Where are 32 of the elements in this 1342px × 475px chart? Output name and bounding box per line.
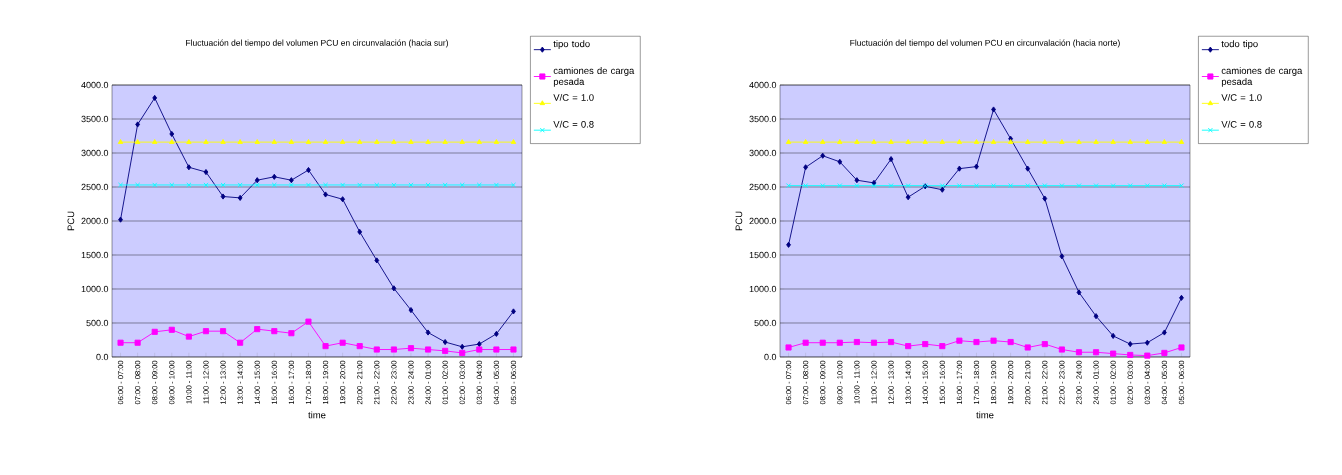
y-tick-label: 0.0: [764, 353, 777, 361]
y-tick-label: 1000.0: [749, 285, 777, 293]
y-tick-label: 2000.0: [749, 217, 777, 225]
y-tick-label: 4000.0: [749, 81, 777, 89]
y-tick-label: 2500.0: [749, 183, 777, 191]
y-tick-label: 500.0: [754, 319, 777, 327]
y-tick-label: 2000.0: [81, 217, 109, 225]
legend-label: tipo todo: [553, 40, 590, 50]
y-tick-label: 4000.0: [81, 81, 109, 89]
y-axis-title: PCU: [67, 211, 75, 231]
legend-label: todo tipo: [1221, 40, 1258, 50]
y-tick-label: 3000.0: [749, 149, 777, 157]
y-tick-label: 500.0: [86, 319, 109, 327]
y-tick-label: 3500.0: [81, 115, 109, 123]
legend-label: V/C = 1.0: [1221, 93, 1262, 101]
chart-title: Fluctuación del tiempo del volumen PCU en circunvalación (hacia norte): [850, 39, 1120, 48]
y-tick-label: 2500.0: [81, 183, 109, 191]
y-tick-label: 3500.0: [749, 115, 777, 123]
legend-label: V/C = 0.8: [553, 120, 594, 128]
legend-label: V/C = 1.0: [553, 93, 594, 101]
y-tick-label: 0.0: [96, 353, 109, 361]
legend-label: camiones de carga pesada: [553, 67, 635, 87]
y-tick-label: 3000.0: [81, 149, 109, 157]
y-axis-title: PCU: [735, 211, 743, 231]
y-tick-label: 1500.0: [749, 251, 777, 259]
chart-title: Fluctuación del tiempo del volumen PCU en circunvalación (hacia sur): [186, 39, 448, 48]
y-tick-label: 1000.0: [81, 285, 109, 293]
x-axis-title: time: [976, 411, 994, 419]
legend-label: V/C = 0.8: [1221, 120, 1262, 128]
y-tick-label: 1500.0: [81, 251, 109, 259]
x-axis-title: time: [308, 411, 326, 419]
legend-label: camiones de carga pesada: [1221, 67, 1303, 87]
